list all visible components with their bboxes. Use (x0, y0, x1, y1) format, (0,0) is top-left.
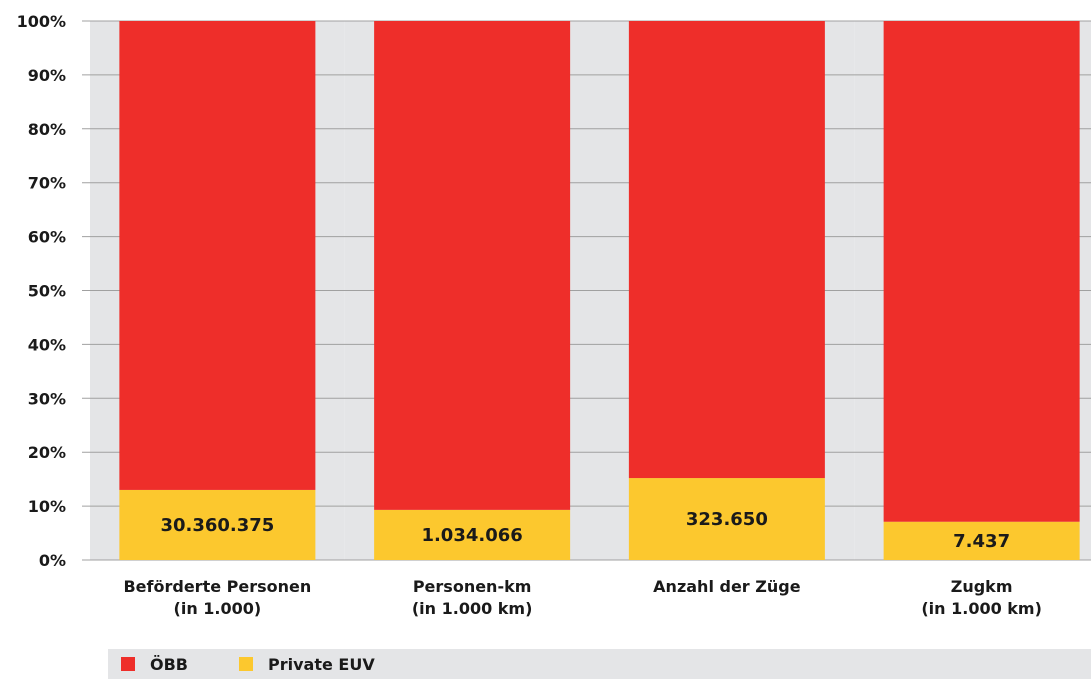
category-label: (in 1.000) (174, 599, 262, 618)
bar-private-euv (374, 509, 571, 560)
data-label: 323.650 (686, 509, 768, 530)
y-tick-label: 30% (28, 389, 66, 408)
y-tick-label: 60% (28, 228, 66, 247)
y-tick-label: 100% (17, 12, 66, 31)
category-label: Beförderte Personen (123, 577, 311, 596)
category-label: (in 1.000 km) (412, 599, 533, 618)
legend: ÖBB Private EUV (108, 649, 1091, 679)
bar-private-euv (119, 489, 316, 560)
legend-item-private-euv: Private EUV (239, 655, 375, 674)
category-label: (in 1.000 km) (921, 599, 1042, 618)
data-label: 7.437 (953, 531, 1010, 552)
y-tick-label: 80% (28, 120, 66, 139)
bar-oebb (628, 21, 825, 479)
legend-label-oebb: ÖBB (150, 654, 188, 674)
bar-oebb (119, 21, 316, 490)
legend-label-private-euv: Private EUV (268, 654, 375, 674)
category-label: Anzahl der Züge (653, 577, 801, 596)
category-label: Personen-km (413, 577, 532, 596)
bar-oebb (883, 21, 1080, 522)
y-tick-label: 90% (28, 66, 66, 85)
data-label: 1.034.066 (421, 525, 522, 546)
y-tick-label: 40% (28, 335, 66, 354)
category-label: Zugkm (951, 577, 1013, 596)
bar-oebb (374, 21, 571, 510)
y-tick-label: 0% (39, 551, 66, 570)
y-tick-label: 70% (28, 174, 66, 193)
legend-swatch-oebb (121, 657, 135, 671)
y-tick-label: 10% (28, 497, 66, 516)
bar-private-euv (883, 521, 1080, 560)
bar-private-euv (628, 478, 825, 560)
y-tick-label: 20% (28, 443, 66, 462)
legend-item-oebb: ÖBB (121, 655, 188, 674)
y-tick-label: 50% (28, 282, 66, 301)
data-label: 30.360.375 (160, 515, 274, 536)
legend-swatch-private-euv (239, 657, 253, 671)
